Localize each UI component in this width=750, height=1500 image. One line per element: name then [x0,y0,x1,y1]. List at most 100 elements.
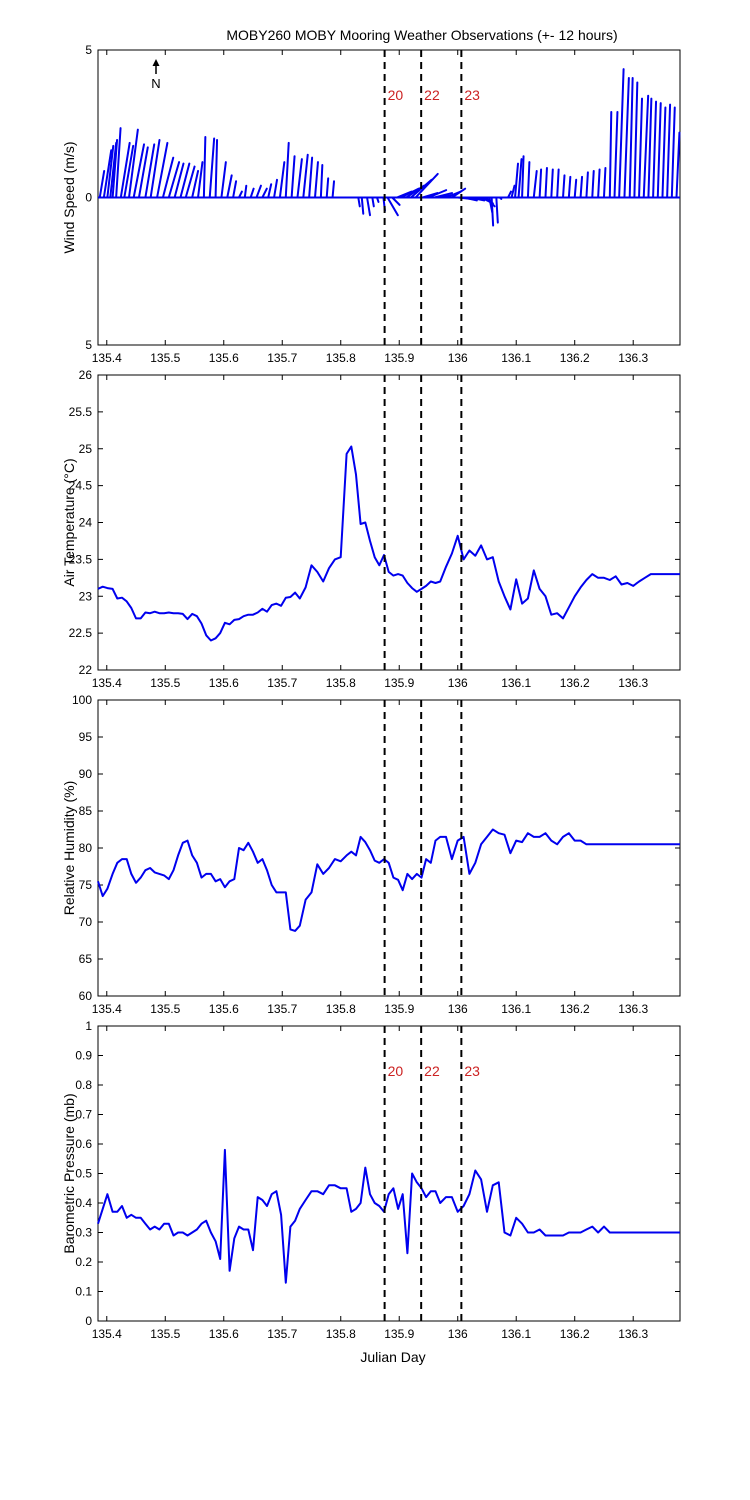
event-marker-label: 23 [464,1063,480,1079]
x-tick-label: 135.6 [209,676,239,690]
y-tick-label: 0.4 [75,1196,92,1210]
wind-vector [128,128,139,199]
wind-vector [144,143,156,199]
wind-vector [573,178,578,199]
x-tick-label: 136.3 [618,351,648,365]
y-tick-label: 5 [85,43,92,57]
wind-vector [197,161,204,199]
wind-vector [670,106,676,199]
wind-vector [642,94,650,199]
x-tick-label: 136 [448,1002,468,1016]
x-tick-label: 135.8 [326,1002,356,1016]
x-tick-label: 135.9 [384,1002,414,1016]
wind-vector [132,143,146,199]
wind-vector [314,161,319,199]
y-tick-label: 24 [79,516,93,530]
x-tick-label: 135.4 [92,1327,122,1341]
x-tick-label: 135.6 [209,1327,239,1341]
y-axis-label: Air Temperature (°C) [61,458,77,586]
wind-vector [427,189,448,199]
x-tick-label: 135.5 [150,676,180,690]
wind-vector [284,141,290,199]
x-tick-label: 135.9 [384,1327,414,1341]
x-tick-label: 136.1 [501,1002,531,1016]
x-tick-label: 135.4 [92,351,122,365]
wind-vector [638,97,644,199]
y-tick-label: 22.5 [69,626,93,640]
wind-vector [261,187,268,199]
data-series-line [97,828,680,932]
wind-vector [278,161,286,199]
x-tick-label: 136.3 [618,676,648,690]
y-axis-label: Relative Humidity (%) [61,781,77,916]
wind-vector [220,161,227,199]
plot-frame [97,1025,681,1322]
wind-vector [111,138,119,199]
x-tick-label: 135.8 [326,1327,356,1341]
x-tick-label: 135.5 [150,1327,180,1341]
y-tick-label: 80 [79,841,93,855]
x-tick-label: 136 [448,351,468,365]
wind-vector [360,196,365,215]
wind-vector [325,177,330,199]
y-tick-label: 60 [79,989,93,1003]
x-axis-label: Julian Day [360,1349,425,1365]
wind-vector [237,190,243,199]
data-series-line [97,1148,680,1284]
y-tick-label: 26 [79,368,93,382]
wind-vector [468,196,486,202]
y-tick-label: 25 [79,442,93,456]
y-tick-label: 85 [79,804,93,818]
north-label: N [151,76,160,91]
y-tick-label: 0.6 [75,1137,92,1151]
wind-vector [526,161,531,199]
y-tick-label: 0 [85,1314,92,1328]
y-tick-label: 23 [79,589,93,603]
y-tick-label: 0.2 [75,1255,92,1269]
x-tick-label: 135.5 [150,351,180,365]
event-marker-label: 20 [388,87,404,103]
y-tick-label: 90 [79,767,93,781]
wind-vector [137,146,149,199]
wind-vector [433,192,454,199]
data-series-line [97,445,680,642]
y-tick-label: 0.1 [75,1285,92,1299]
wind-vector [115,127,122,199]
wind-vector [208,137,216,199]
wind-vector [149,138,161,199]
wind-vector [357,196,361,208]
y-tick-label: 65 [79,952,93,966]
x-tick-label: 136.2 [560,351,590,365]
wind-vector [319,164,324,199]
wind-vector [597,168,601,199]
wind-vector [675,131,681,199]
x-tick-label: 135.8 [326,676,356,690]
y-tick-label: 5 [85,338,92,352]
chart-panel-1: 135.4 135.5 135.6 135.7 135.8 135.9 136 136.1 13… [61,43,681,365]
wind-vector [450,187,467,199]
y-tick-label: 23.5 [69,552,93,566]
wind-vector [386,196,399,217]
wind-vector [532,169,538,199]
wind-vector [623,77,630,199]
wind-vector [226,174,233,199]
wind-vector [661,106,667,199]
y-tick-label: 95 [79,730,93,744]
x-tick-label: 135.7 [267,676,297,690]
wind-vector [255,184,262,199]
wind-vector [602,167,607,199]
wind-vector [514,162,520,199]
wind-vector [521,155,525,199]
x-tick-label: 135.9 [384,676,414,690]
y-tick-label: 0.3 [75,1226,92,1240]
x-tick-label: 135.4 [92,676,122,690]
wind-vector [556,168,560,199]
y-tick-label: 100 [72,693,92,707]
x-tick-label: 136.2 [560,1002,590,1016]
x-tick-label: 136.3 [618,1002,648,1016]
wind-vector [628,77,634,199]
wind-vector [517,158,523,199]
y-tick-label: 0.9 [75,1049,92,1063]
x-tick-label: 135.8 [326,351,356,365]
